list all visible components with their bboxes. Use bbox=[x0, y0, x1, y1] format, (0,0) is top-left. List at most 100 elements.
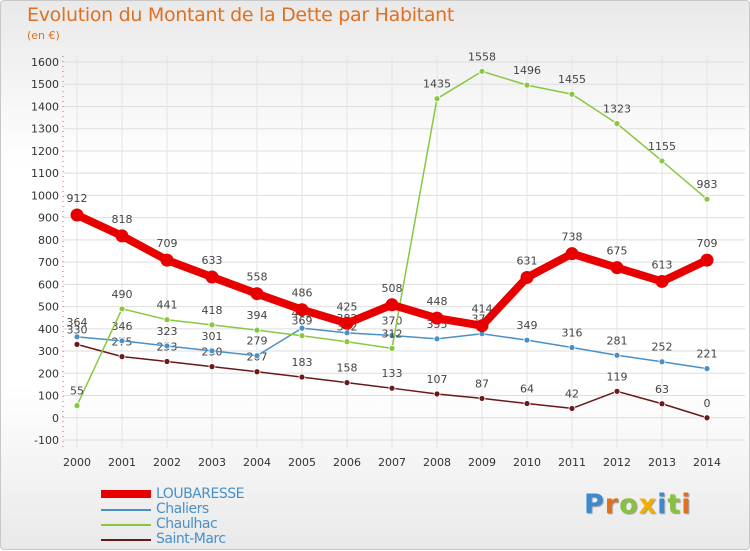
data-label-loubaresse: 818 bbox=[112, 213, 133, 226]
data-label-chaulhac: 1558 bbox=[468, 50, 496, 63]
x-tick-label: 2012 bbox=[603, 456, 631, 469]
data-point-loubaresse bbox=[475, 319, 489, 333]
data-point-loubaresse bbox=[700, 253, 714, 267]
data-point-saint-marc bbox=[298, 373, 306, 381]
data-label-chaulhac: 441 bbox=[157, 299, 178, 312]
data-label-loubaresse: 613 bbox=[652, 258, 673, 271]
y-tick-label: 800 bbox=[38, 234, 59, 247]
data-label-loubaresse: 425 bbox=[337, 300, 358, 313]
legend-swatch-chaulhac bbox=[101, 524, 151, 526]
x-tick-label: 2009 bbox=[468, 456, 496, 469]
data-point-chaliers bbox=[703, 365, 711, 373]
data-label-chaulhac: 312 bbox=[382, 327, 403, 340]
data-label-chaliers: 252 bbox=[652, 341, 673, 354]
legend-label-chaliers: Chaliers bbox=[156, 501, 209, 517]
data-label-chaliers: 316 bbox=[562, 327, 583, 340]
data-point-loubaresse bbox=[70, 208, 84, 222]
data-label-chaliers: 349 bbox=[517, 319, 538, 332]
data-point-loubaresse bbox=[565, 247, 579, 261]
data-label-chaulhac: 394 bbox=[247, 309, 268, 322]
data-point-chaliers bbox=[658, 358, 666, 366]
data-point-loubaresse bbox=[295, 303, 309, 317]
data-label-saint-marc: 158 bbox=[337, 362, 358, 375]
data-label-chaulhac: 1455 bbox=[558, 73, 586, 86]
data-point-loubaresse bbox=[385, 298, 399, 312]
data-label-chaliers: 301 bbox=[202, 330, 223, 343]
y-tick-label: 1100 bbox=[31, 167, 59, 180]
data-label-chaulhac: 369 bbox=[292, 315, 313, 328]
data-label-saint-marc: 0 bbox=[704, 397, 711, 410]
data-point-chaliers bbox=[343, 329, 351, 337]
y-tick-label: 1500 bbox=[31, 78, 59, 91]
data-label-chaulhac: 418 bbox=[202, 304, 223, 317]
data-point-chaliers bbox=[298, 324, 306, 332]
data-point-chaliers bbox=[433, 335, 441, 343]
logo-letter: P bbox=[584, 489, 605, 520]
logo-letter: r bbox=[604, 489, 620, 520]
data-label-saint-marc: 42 bbox=[565, 387, 579, 400]
data-label-chaliers: 370 bbox=[382, 314, 403, 327]
data-point-chaliers bbox=[568, 344, 576, 351]
data-point-loubaresse bbox=[655, 274, 669, 288]
data-point-chaulhac bbox=[208, 321, 216, 329]
data-point-saint-marc bbox=[343, 379, 351, 387]
data-point-loubaresse bbox=[610, 261, 624, 275]
y-tick-label: 400 bbox=[38, 323, 59, 336]
legend-swatch-loubaresse bbox=[101, 490, 151, 498]
data-label-loubaresse: 738 bbox=[562, 231, 583, 244]
data-label-saint-marc: 119 bbox=[607, 370, 628, 383]
data-label-loubaresse: 633 bbox=[202, 254, 223, 267]
data-label-chaulhac: 1155 bbox=[648, 140, 676, 153]
logo-letter: o bbox=[619, 489, 639, 520]
data-point-chaulhac bbox=[343, 338, 351, 346]
data-point-saint-marc bbox=[523, 400, 531, 407]
x-tick-label: 2004 bbox=[243, 456, 271, 469]
data-point-loubaresse bbox=[205, 270, 219, 284]
data-point-chaulhac bbox=[163, 316, 171, 324]
data-point-chaliers bbox=[523, 336, 531, 344]
x-tick-label: 2011 bbox=[558, 456, 586, 469]
data-point-saint-marc bbox=[433, 390, 441, 398]
data-point-chaulhac bbox=[703, 195, 711, 203]
x-tick-label: 2001 bbox=[108, 456, 136, 469]
y-tick-label: 100 bbox=[38, 390, 59, 403]
y-tick-label: 700 bbox=[38, 256, 59, 269]
data-label-chaliers: 221 bbox=[697, 348, 718, 361]
data-point-saint-marc bbox=[163, 358, 171, 365]
data-label-chaliers: 279 bbox=[247, 335, 268, 348]
data-label-chaliers: 364 bbox=[67, 316, 88, 329]
y-tick-label: 1600 bbox=[31, 56, 59, 69]
data-point-chaulhac bbox=[433, 95, 441, 103]
legend-label-chaulhac: Chaulhac bbox=[156, 516, 218, 532]
data-point-saint-marc bbox=[118, 353, 126, 361]
logo-letter: x bbox=[638, 489, 658, 520]
data-label-chaulhac: 490 bbox=[112, 288, 133, 301]
data-label-chaulhac: 1323 bbox=[603, 103, 631, 116]
legend-swatch-chaliers bbox=[101, 509, 151, 511]
y-tick-label: 300 bbox=[38, 345, 59, 358]
data-label-loubaresse: 508 bbox=[382, 282, 403, 295]
legend-item-chaliers: Chaliers bbox=[101, 501, 301, 517]
legend-label-saint-marc: Saint-Marc bbox=[156, 531, 226, 547]
y-tick-label: 1300 bbox=[31, 123, 59, 136]
data-point-chaliers bbox=[613, 351, 621, 359]
x-tick-label: 2006 bbox=[333, 456, 361, 469]
logo-letter: i bbox=[681, 489, 692, 520]
y-tick-label: 1000 bbox=[31, 189, 59, 202]
x-tick-label: 2000 bbox=[63, 456, 91, 469]
data-point-chaulhac bbox=[253, 326, 261, 334]
data-point-saint-marc bbox=[388, 384, 396, 392]
legend-item-saint-marc: Saint-Marc bbox=[101, 531, 301, 547]
x-tick-label: 2013 bbox=[648, 456, 676, 469]
data-label-saint-marc: 183 bbox=[292, 356, 313, 369]
data-point-saint-marc bbox=[73, 340, 81, 348]
data-label-loubaresse: 486 bbox=[292, 287, 313, 300]
y-tick-label: 500 bbox=[38, 301, 59, 314]
data-point-chaliers bbox=[163, 342, 171, 350]
data-point-saint-marc bbox=[613, 387, 621, 395]
data-label-loubaresse: 675 bbox=[607, 245, 628, 258]
legend-item-chaulhac: Chaulhac bbox=[101, 516, 301, 532]
y-tick-label: 1200 bbox=[31, 145, 59, 158]
